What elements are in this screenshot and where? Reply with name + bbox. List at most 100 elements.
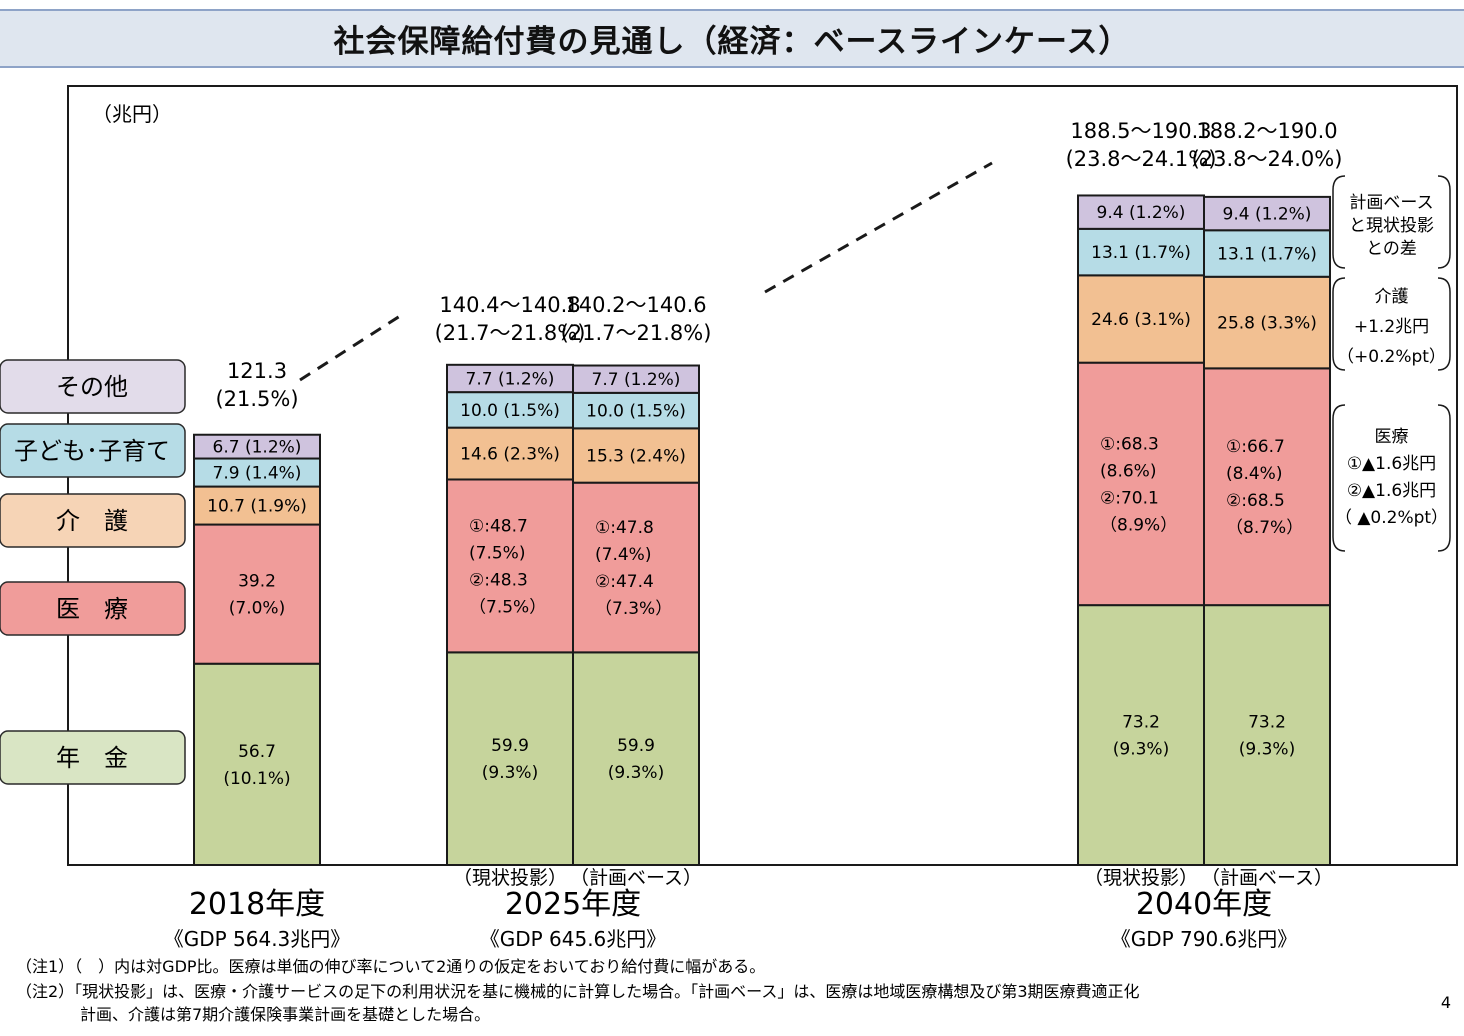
data-label-other: 6.7 (1.2%) bbox=[213, 438, 302, 458]
bar-stack-2 bbox=[572, 364, 700, 866]
legend-item-other: その他 bbox=[0, 359, 186, 414]
side-note-text: ②▲1.6兆円 bbox=[1347, 481, 1436, 501]
data-label-pension: 73.2 bbox=[1248, 713, 1286, 733]
legend-item-medical: 医 療 bbox=[0, 581, 186, 636]
side-note-2: 医療 ①▲1.6兆円 ②▲1.6兆円 （ ▲0.2%pt） bbox=[1332, 404, 1451, 552]
year-label: 2018年度 bbox=[189, 887, 325, 922]
bracket-left bbox=[1332, 404, 1346, 552]
bar-segment-medical bbox=[446, 478, 574, 654]
legend-swatch bbox=[0, 423, 186, 478]
legend-label: 医 療 bbox=[56, 595, 128, 623]
total-label: (23.8～24.1%) bbox=[1066, 147, 1217, 171]
side-note-text: と現状投影 bbox=[1349, 216, 1434, 236]
data-label-medical: (8.4%) bbox=[1226, 464, 1282, 484]
total-label: 188.5～190.3 bbox=[1070, 119, 1211, 143]
data-label-medical: 39.2 bbox=[238, 572, 276, 592]
bar-segment-other bbox=[572, 364, 700, 394]
bar-segment-child bbox=[446, 391, 574, 429]
data-label-medical: （7.5%） bbox=[469, 597, 546, 617]
scenario-label: （現状投影） bbox=[1084, 867, 1198, 889]
bar-segment-other bbox=[193, 433, 321, 460]
data-label-other: 9.4 (1.2%) bbox=[1097, 203, 1186, 223]
data-label-pension: (9.3%) bbox=[482, 763, 538, 783]
data-label-pension: (9.3%) bbox=[608, 763, 664, 783]
data-label-pension: 73.2 bbox=[1122, 713, 1160, 733]
bar-segment-other bbox=[446, 363, 574, 394]
legend-label: 子ども･子育て bbox=[14, 437, 170, 465]
data-label-pension: (9.3%) bbox=[1239, 740, 1295, 760]
data-label-medical: ②:48.3 bbox=[469, 570, 528, 590]
bar-segment-other bbox=[1203, 195, 1331, 232]
data-label-pension: 56.7 bbox=[238, 742, 276, 762]
gdp-label: 《GDP 790.6兆円》 bbox=[1111, 927, 1298, 951]
page-number: 4 bbox=[1441, 993, 1451, 1012]
data-label-pension: 59.9 bbox=[617, 736, 655, 756]
side-note-text: ①▲1.6兆円 bbox=[1347, 454, 1436, 474]
total-label: (21.7～21.8%) bbox=[561, 321, 712, 345]
legend-item-pension: 年 金 bbox=[0, 730, 186, 785]
bracket-left bbox=[1332, 175, 1346, 269]
data-label-care: 25.8 (3.3%) bbox=[1217, 314, 1317, 334]
total-label: 140.4～140.8 bbox=[439, 293, 580, 317]
data-label-medical: (7.0%) bbox=[229, 599, 285, 619]
bar-segment-pension bbox=[1203, 604, 1331, 866]
unit-label: （兆円） bbox=[92, 102, 172, 126]
data-label-medical: ①:47.8 bbox=[595, 518, 654, 538]
side-note-text: （+0.2%pt） bbox=[1337, 347, 1446, 367]
data-label-medical: （8.9%） bbox=[1100, 515, 1177, 535]
trend-line-2018-2025 bbox=[299, 314, 401, 382]
page-title: 社会保障給付費の見通し（経済：ベースラインケース） bbox=[333, 24, 1131, 60]
side-note-text: （ ▲0.2%pt） bbox=[1335, 508, 1448, 528]
data-label-medical: (7.5%) bbox=[469, 543, 525, 563]
bar-stack-0 bbox=[193, 433, 321, 867]
data-label-other: 7.7 (1.2%) bbox=[592, 370, 681, 390]
bar-stack-3 bbox=[1077, 194, 1205, 866]
bar-segment-child bbox=[1203, 229, 1331, 278]
data-label-medical: (7.4%) bbox=[595, 545, 651, 565]
title-bar: 社会保障給付費の見通し（経済：ベースラインケース） bbox=[0, 9, 1464, 68]
bar-segment-pension bbox=[1077, 604, 1205, 866]
bar-stack-1 bbox=[446, 363, 574, 866]
data-label-pension: (10.1%) bbox=[223, 769, 290, 789]
data-label-child: 13.1 (1.7%) bbox=[1091, 243, 1191, 263]
legend-item-care: 介 護 bbox=[0, 493, 186, 548]
side-note-text: 計画ベース bbox=[1349, 193, 1433, 213]
footnote: （注2）「現状投影」は、医療・介護サービスの足下の利用状況を基に機械的に計算した… bbox=[16, 982, 1140, 1001]
total-label: 140.2～140.6 bbox=[565, 293, 706, 317]
side-note-text: との差 bbox=[1366, 239, 1417, 259]
side-note-text: 医療 bbox=[1375, 427, 1409, 447]
legend-item-child: 子ども･子育て bbox=[0, 423, 186, 478]
gdp-label: 《GDP 645.6兆円》 bbox=[480, 927, 667, 951]
legend-label: 年 金 bbox=[56, 744, 128, 772]
scenario-label: （計画ベース） bbox=[1201, 867, 1333, 889]
side-note-text: 介護 bbox=[1375, 287, 1409, 307]
data-label-medical: (8.6%) bbox=[1100, 461, 1156, 481]
trend-line-2025-2040 bbox=[764, 161, 993, 294]
scenario-label: （計画ベース） bbox=[570, 867, 702, 889]
data-label-other: 7.7 (1.2%) bbox=[466, 369, 555, 389]
year-label: 2040年度 bbox=[1136, 887, 1272, 922]
data-label-medical: ①:68.3 bbox=[1100, 434, 1159, 454]
data-label-pension: (9.3%) bbox=[1113, 740, 1169, 760]
total-label: (21.5%) bbox=[215, 387, 298, 411]
data-label-medical: ②:70.1 bbox=[1100, 488, 1159, 508]
data-label-care: 10.7 (1.9%) bbox=[207, 497, 307, 517]
side-note-text: +1.2兆円 bbox=[1354, 317, 1429, 337]
gdp-label: 《GDP 564.3兆円》 bbox=[164, 927, 351, 951]
legend-swatch bbox=[0, 359, 186, 414]
data-label-child: 10.0 (1.5%) bbox=[460, 401, 560, 421]
bar-segment-care bbox=[446, 426, 574, 481]
data-label-medical: （7.3%） bbox=[595, 599, 672, 619]
bar-segment-medical bbox=[1077, 361, 1205, 607]
data-label-pension: 59.9 bbox=[491, 736, 529, 756]
data-label-child: 10.0 (1.5%) bbox=[586, 402, 686, 422]
bar-segment-care bbox=[1203, 275, 1331, 370]
legend-label: その他 bbox=[56, 373, 128, 401]
legend-swatch bbox=[0, 493, 186, 548]
data-label-other: 9.4 (1.2%) bbox=[1223, 205, 1312, 225]
legend-label: 介 護 bbox=[56, 507, 128, 535]
footnote: 計画、介護は第7期介護保険事業計画を基礎とした場合。 bbox=[16, 1005, 490, 1024]
bar-stack-4 bbox=[1203, 195, 1331, 866]
